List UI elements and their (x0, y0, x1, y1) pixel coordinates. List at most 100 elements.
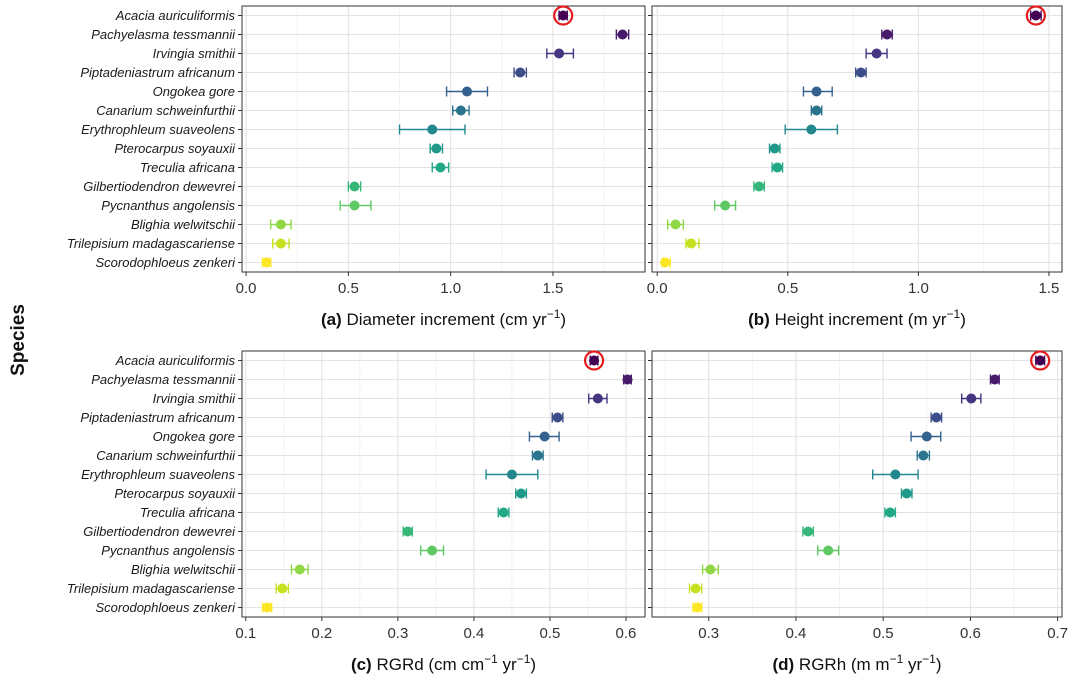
data-point (1030, 10, 1041, 21)
data-point (532, 450, 543, 461)
axis-title-superscript: −1 (484, 652, 498, 666)
data-point (921, 431, 932, 442)
x-tick-label: 0.7 (1047, 625, 1068, 642)
data-point (539, 431, 550, 442)
species-label: Treculia africana (140, 160, 235, 175)
data-point (592, 393, 603, 404)
species-label: Blighia welwitschii (131, 217, 236, 232)
panel-label: (b) (748, 310, 770, 329)
species-label: Gilbertiodendron dewevrei (83, 179, 236, 194)
x-tick-label: 0.5 (540, 625, 561, 642)
panel-border (651, 5, 1063, 273)
data-point (402, 526, 413, 537)
data-point (918, 450, 929, 461)
species-label: Acacia auriculiformis (115, 353, 236, 368)
species-label: Canarium schweinfurthii (96, 103, 236, 118)
x-tick-label: 0.5 (777, 280, 798, 297)
data-point (275, 238, 286, 249)
data-point (705, 564, 716, 575)
x-axis-title: (c) RGRd (cm cm−1 yr−1) (351, 652, 536, 674)
data-point (670, 219, 681, 230)
x-tick-label: 1.5 (1039, 280, 1060, 297)
panel-border (241, 5, 646, 273)
panel-border (651, 350, 1063, 618)
y-axis-title: Species (8, 304, 29, 376)
panel-border (241, 350, 646, 618)
panel-background (652, 6, 1062, 272)
data-point (552, 412, 563, 423)
panel-d: 0.3 0.4 0.5 0.6 0.7(d) RGRh (m m−1 yr−1) (648, 350, 1068, 674)
x-tick-label: 0.3 (387, 625, 408, 642)
species-label: Piptadeniastrum africanum (80, 65, 235, 80)
data-point (622, 374, 633, 385)
data-point (720, 200, 731, 211)
species-label: Scorodophloeus zenkeri (96, 600, 237, 615)
data-point (261, 257, 272, 268)
x-tick-label: 1.0 (440, 280, 461, 297)
data-point (1035, 355, 1046, 366)
data-point (427, 124, 438, 135)
axis-title-text: Height increment (m yr (770, 310, 947, 329)
x-tick-label: 0.5 (338, 280, 359, 297)
data-point (692, 602, 703, 613)
x-tick-label: 0.1 (235, 625, 256, 642)
x-tick-label: 0.3 (698, 625, 719, 642)
species-label: Gilbertiodendron dewevrei (83, 524, 236, 539)
axis-title-superscript: −1 (517, 652, 531, 666)
data-point (294, 564, 305, 575)
x-tick-label: 0.5 (873, 625, 894, 642)
data-point (882, 29, 893, 40)
data-point (589, 355, 600, 366)
axis-title-superscript: −1 (890, 652, 904, 666)
data-point (431, 143, 442, 154)
panel-c: 0.1 0.2 0.3 0.4 0.5 0.6 Acacia auriculiformis P… (67, 350, 646, 674)
data-point (262, 602, 273, 613)
panel-b: 0.0 0.5 1.0 1.5 (b) Height increment (m yr−1… (647, 5, 1063, 329)
data-point (617, 29, 628, 40)
panel-background (242, 6, 645, 272)
panel-background (652, 351, 1062, 617)
axis-title-text: ) (560, 310, 566, 329)
data-point (772, 162, 783, 173)
species-label: Pycnanthus angolensis (101, 543, 235, 558)
data-point (462, 86, 473, 97)
x-tick-label: 0.0 (647, 280, 668, 297)
x-tick-label: 1.0 (908, 280, 929, 297)
x-tick-label: 0.6 (616, 625, 637, 642)
axis-title-superscript: −1 (922, 652, 936, 666)
data-point (966, 393, 977, 404)
data-point (506, 469, 517, 480)
data-point (890, 469, 901, 480)
axis-title-text: yr (903, 655, 922, 674)
axis-title-text: Diameter increment (cm yr (342, 310, 547, 329)
species-label: Erythrophleum suaveolens (81, 467, 235, 482)
data-point (811, 86, 822, 97)
species-label: Trilepisium madagascariense (67, 236, 235, 251)
x-tick-label: 0.6 (960, 625, 981, 642)
species-label: Piptadeniastrum africanum (80, 410, 235, 425)
species-label: Scorodophloeus zenkeri (96, 255, 237, 270)
species-label: Canarium schweinfurthii (96, 448, 236, 463)
data-point (823, 545, 834, 556)
x-axis-title: (a) Diameter increment (cm yr−1) (321, 307, 566, 329)
data-point (554, 48, 565, 59)
data-point (277, 583, 288, 594)
data-point (349, 200, 360, 211)
data-point (803, 526, 814, 537)
data-point (754, 181, 765, 192)
axis-title-text: RGRd (cm cm (372, 655, 484, 674)
data-point (769, 143, 780, 154)
data-point (435, 162, 446, 173)
panels: 0.0 0.5 1.0 1.5 Acacia auriculiformis Pachyel… (67, 5, 1068, 674)
axis-title-superscript: −1 (947, 307, 961, 321)
species-label: Pachyelasma tessmannii (91, 372, 236, 387)
x-tick-label: 0.4 (463, 625, 484, 642)
axis-title-text: ) (960, 310, 966, 329)
panel-background (242, 351, 645, 617)
species-label: Pachyelasma tessmannii (91, 27, 236, 42)
highlight-ring (583, 350, 605, 371)
x-tick-label: 1.5 (543, 280, 564, 297)
data-point (871, 48, 882, 59)
data-point (806, 124, 817, 135)
